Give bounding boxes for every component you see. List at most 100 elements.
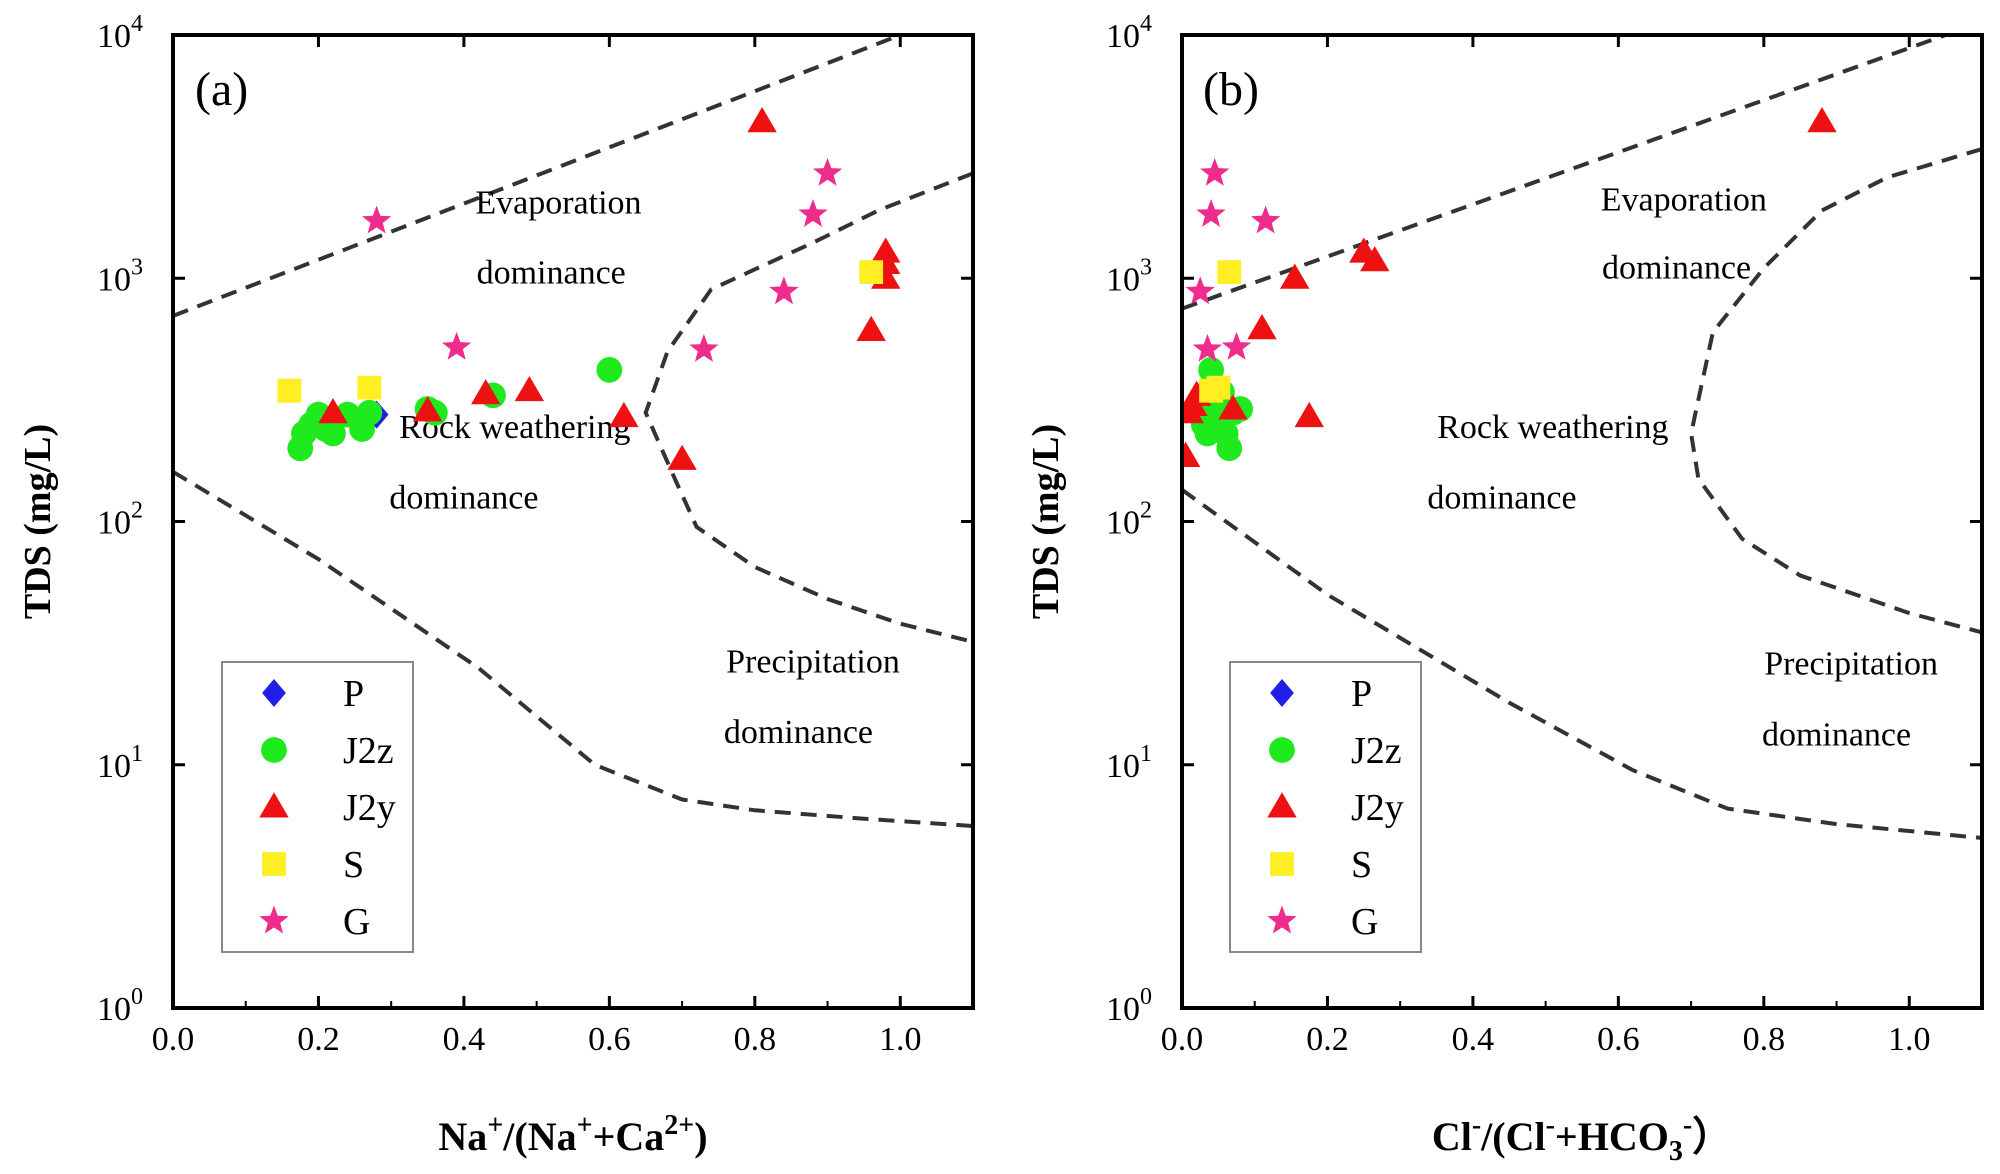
panel-label: (b) [1203, 63, 1259, 116]
point-g [1185, 276, 1215, 305]
x-tick-label: 0.8 [734, 1021, 777, 1058]
region-annotation: Precipitation [726, 643, 900, 680]
point-j2y [1280, 263, 1310, 289]
point-j2y [412, 396, 443, 422]
legend-marker-s [1270, 852, 1294, 876]
point-j2y [1182, 441, 1201, 468]
y-axis-label: TDS (mg/L) [1025, 424, 1067, 619]
region-annotation: dominance [1427, 480, 1576, 517]
legend-label-g: G [1351, 901, 1378, 943]
point-s [1217, 260, 1242, 284]
point-g [442, 331, 472, 360]
point-j2y [1294, 401, 1324, 428]
legend-marker-g [1267, 905, 1297, 934]
panel-b: Evaporation dominance Rock weathering domin… [1025, 11, 1984, 1167]
point-g [769, 276, 799, 305]
point-j2z [1216, 435, 1243, 462]
y-tick-label: 101 [97, 741, 143, 785]
legend-marker-j2z [1269, 737, 1295, 763]
legend: P J2z J2y SG [1229, 661, 1422, 953]
point-j2z [356, 399, 383, 426]
legend-label-j2y: J2y [1351, 787, 1404, 829]
point-g [1251, 205, 1281, 234]
x-axis-label: Na+/(Na++Ca2+) [438, 1110, 707, 1159]
y-tick-label: 101 [1106, 741, 1152, 785]
x-axis-label: Cl-/(Cl-+HCO3-） [1432, 1110, 1732, 1167]
legend-marker-j2y [259, 792, 289, 818]
point-j2y [747, 107, 777, 133]
region-annotation: dominance [1762, 716, 1911, 753]
point-j2y [609, 401, 639, 428]
region-annotation: dominance [389, 480, 538, 517]
point-g [812, 157, 843, 186]
legend-label-p: P [343, 673, 364, 715]
legend-marker-p [1270, 679, 1294, 707]
point-s [1206, 375, 1231, 400]
y-tick-label: 100 [97, 984, 143, 1028]
region-annotation: dominance [1602, 249, 1751, 286]
x-tick-label: 0.0 [1161, 1021, 1204, 1058]
y-axis-label: TDS (mg/L) [17, 424, 59, 619]
region-annotation: Rock weathering [1437, 409, 1668, 446]
legend-marker-j2z [261, 737, 287, 763]
boundary-lines [1182, 35, 1982, 840]
point-g [1192, 334, 1223, 362]
y-tick-label: 104 [97, 11, 143, 55]
point-j2y [318, 398, 348, 424]
legend-marker-s [262, 852, 286, 876]
x-tick-label: 0.0 [152, 1021, 195, 1058]
x-tick-label: 0.2 [297, 1021, 340, 1058]
region-annotation: dominance [477, 255, 626, 292]
legend-label-g: G [343, 901, 370, 943]
x-tick-label: 0.8 [1743, 1021, 1786, 1058]
region-annotation: Precipitation [1764, 645, 1938, 682]
legend-label-j2z: J2z [1351, 730, 1402, 772]
legend-label-j2z: J2z [343, 730, 394, 772]
boundary-line-3 [173, 470, 973, 828]
panel-label: (a) [195, 63, 248, 116]
boundary-line-2 [1689, 147, 1982, 635]
x-tick-label: 0.6 [1597, 1021, 1640, 1058]
point-g [1196, 199, 1226, 227]
point-j2y [514, 375, 545, 402]
point-g [362, 205, 392, 234]
point-j2y [471, 379, 501, 405]
y-tick-label: 102 [97, 498, 143, 542]
boundary-line-2 [643, 171, 973, 644]
y-tick-label: 102 [1106, 498, 1152, 542]
region-annotation: Evaporation [1601, 181, 1767, 218]
legend-marker-g [259, 905, 289, 934]
boundary-line-3 [1182, 488, 1982, 840]
point-g [798, 199, 828, 227]
point-j2z [596, 357, 623, 383]
x-tick-label: 0.4 [1452, 1021, 1495, 1058]
region-annotation: dominance [724, 714, 873, 751]
legend-label-p: P [1351, 673, 1372, 715]
point-j2y [1807, 107, 1837, 133]
point-j2y [1218, 394, 1248, 420]
point-j2y [856, 315, 886, 341]
legend-marker-p [262, 679, 286, 707]
x-tick-label: 0.2 [1306, 1021, 1349, 1058]
y-tick-label: 103 [1106, 254, 1152, 298]
data-points [1182, 107, 1837, 468]
point-g [1200, 157, 1230, 186]
x-tick-label: 1.0 [879, 1021, 922, 1058]
y-tick-label: 103 [97, 254, 143, 298]
point-s [277, 378, 302, 403]
legend-marker-j2y [1267, 792, 1297, 818]
legend-box [221, 661, 414, 953]
point-s [859, 260, 884, 284]
point-g [689, 334, 719, 362]
point-s [357, 375, 382, 400]
legend-label-j2y: J2y [343, 787, 396, 829]
y-tick-label: 100 [1106, 984, 1152, 1028]
legend-label-s: S [1351, 844, 1372, 886]
x-tick-label: 0.6 [588, 1021, 631, 1058]
legend-label-s: S [343, 844, 364, 886]
data-points [277, 107, 901, 470]
region-annotation: Evaporation [475, 184, 641, 221]
point-j2y [1247, 314, 1277, 340]
